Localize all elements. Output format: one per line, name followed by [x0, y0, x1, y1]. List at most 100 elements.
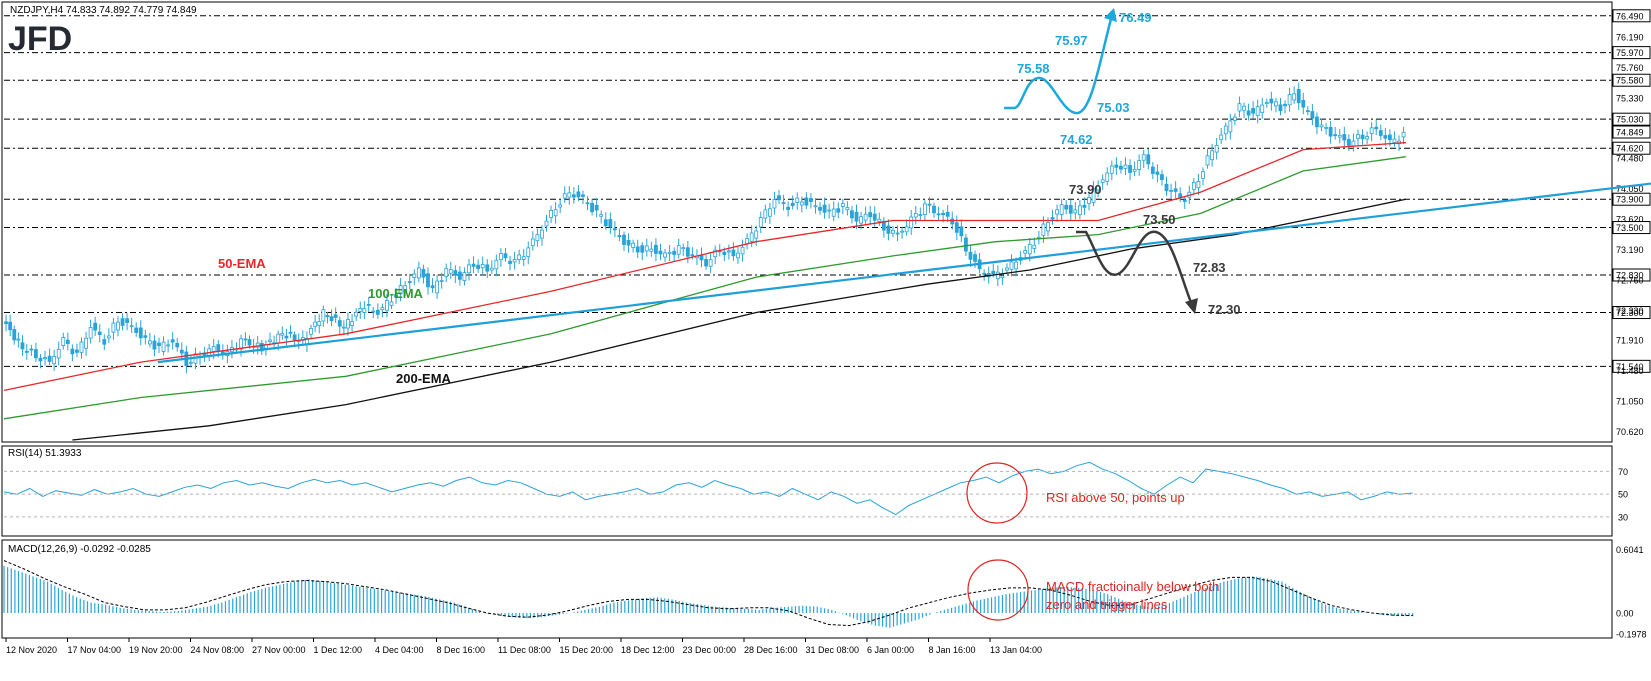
candle-body — [1046, 222, 1050, 232]
candle-body — [886, 225, 891, 234]
price-tick-7: 74.849 — [1616, 128, 1644, 138]
candle-body — [868, 212, 873, 218]
candle-body — [143, 335, 148, 338]
candle-body — [317, 321, 322, 327]
candle-body — [1328, 126, 1333, 137]
rsi-tick-2: 30 — [1618, 512, 1628, 522]
candle-body — [571, 194, 576, 198]
candle-body — [416, 267, 421, 279]
macd-signal-line — [3, 560, 1413, 627]
candle-body — [1387, 134, 1392, 141]
candle-body — [462, 272, 467, 281]
candle-body — [1237, 103, 1242, 112]
candle-body — [243, 338, 248, 341]
candle-body — [918, 214, 923, 216]
candle-body — [1119, 165, 1123, 170]
bear-level-label-0: 73.90 — [1069, 182, 1102, 197]
bearish-arrow-head — [1185, 298, 1198, 314]
price-axis-box-13 — [1612, 221, 1651, 235]
candle-body — [553, 209, 558, 217]
ema-50-line — [3, 141, 1406, 392]
candle-body — [276, 333, 281, 344]
rsi-path — [3, 461, 1413, 516]
candle-body — [904, 226, 909, 233]
candle-body — [809, 198, 813, 203]
candle-body — [872, 213, 877, 221]
price-tick-13: 73.500 — [1616, 223, 1644, 233]
candle-body — [964, 237, 968, 252]
candle-body — [106, 335, 111, 339]
candle-body — [1155, 171, 1160, 175]
candle-body — [608, 219, 613, 228]
macd-histogram — [3, 560, 1414, 628]
candle-body — [521, 256, 526, 260]
candle-body — [922, 203, 927, 215]
candle-body — [341, 326, 346, 329]
candle-body — [1369, 127, 1374, 134]
candle-body — [827, 209, 832, 212]
candle-body — [371, 310, 376, 313]
time-tick-16: 13 Jan 04:00 — [990, 645, 1042, 655]
candle-body — [1228, 120, 1233, 133]
candle-body — [476, 264, 481, 269]
candle-body — [850, 210, 854, 219]
candle-body — [1333, 134, 1338, 137]
candle-body — [138, 327, 143, 339]
candle-body — [995, 271, 1000, 280]
price-axis-box-15 — [1612, 268, 1651, 282]
candle-body — [649, 248, 654, 252]
candle-body — [1401, 131, 1406, 138]
price-tick-4: 75.580 — [1616, 76, 1644, 86]
candle-body — [1242, 105, 1246, 111]
ema-label-1: 100-EMA — [368, 286, 424, 301]
candle-body — [309, 327, 313, 335]
candle-body — [690, 254, 695, 257]
candle-body — [1150, 166, 1155, 174]
candle-body — [1173, 188, 1178, 192]
candle-body — [1351, 140, 1356, 147]
candle-body — [562, 193, 567, 199]
candle-body — [1374, 126, 1379, 130]
candle-body — [268, 339, 272, 342]
candle-body — [346, 319, 350, 329]
candle-body — [247, 339, 252, 346]
candle-body — [4, 321, 8, 324]
time-tick-12: 28 Dec 16:00 — [744, 645, 798, 655]
candle-body — [1169, 189, 1173, 192]
candle-body — [840, 203, 845, 207]
candle-body — [61, 337, 66, 346]
candle-body — [749, 232, 754, 242]
candle-body — [1132, 168, 1137, 172]
candle-body — [34, 349, 38, 359]
ema-label-2: 200-EMA — [396, 371, 452, 386]
candle-body — [1310, 111, 1315, 119]
candle-body — [111, 322, 116, 333]
candle-body — [175, 342, 180, 348]
time-tick-15: 8 Jan 16:00 — [929, 645, 976, 655]
candle-body — [845, 207, 850, 211]
candle-body — [1287, 94, 1292, 106]
candle-body — [1064, 204, 1069, 210]
candle-body — [1392, 138, 1397, 143]
candle-body — [932, 205, 936, 214]
candle-body — [790, 202, 795, 207]
candle-body — [1160, 174, 1164, 181]
price-tick-23: 70.620 — [1616, 427, 1644, 437]
rsi-highlight-circle — [966, 462, 1028, 524]
candle-body — [325, 315, 330, 317]
symbol-header: NZDJPY,H4 74.833 74.892 74.779 74.849 — [10, 5, 197, 16]
candle-body — [398, 285, 403, 295]
time-tick-1: 17 Nov 04:00 — [68, 645, 122, 655]
candle-body — [1077, 205, 1082, 216]
candle-body — [973, 254, 977, 262]
candle-body — [1041, 223, 1046, 236]
price-tick-3: 75.760 — [1616, 63, 1644, 73]
bear-level-label-2: 72.83 — [1193, 260, 1226, 275]
candle-body — [75, 349, 79, 353]
candle-body — [585, 202, 590, 205]
time-tick-2: 19 Nov 20:00 — [129, 645, 183, 655]
candle-body — [179, 349, 184, 354]
candle-body — [891, 229, 895, 234]
candle-body — [88, 327, 93, 339]
candle-body — [982, 272, 987, 275]
